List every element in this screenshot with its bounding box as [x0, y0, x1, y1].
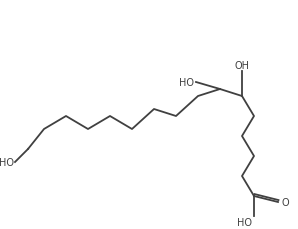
- Text: HO: HO: [0, 157, 14, 167]
- Text: OH: OH: [235, 61, 249, 71]
- Text: HO: HO: [179, 78, 194, 88]
- Text: HO: HO: [237, 217, 252, 227]
- Text: O: O: [281, 197, 289, 207]
